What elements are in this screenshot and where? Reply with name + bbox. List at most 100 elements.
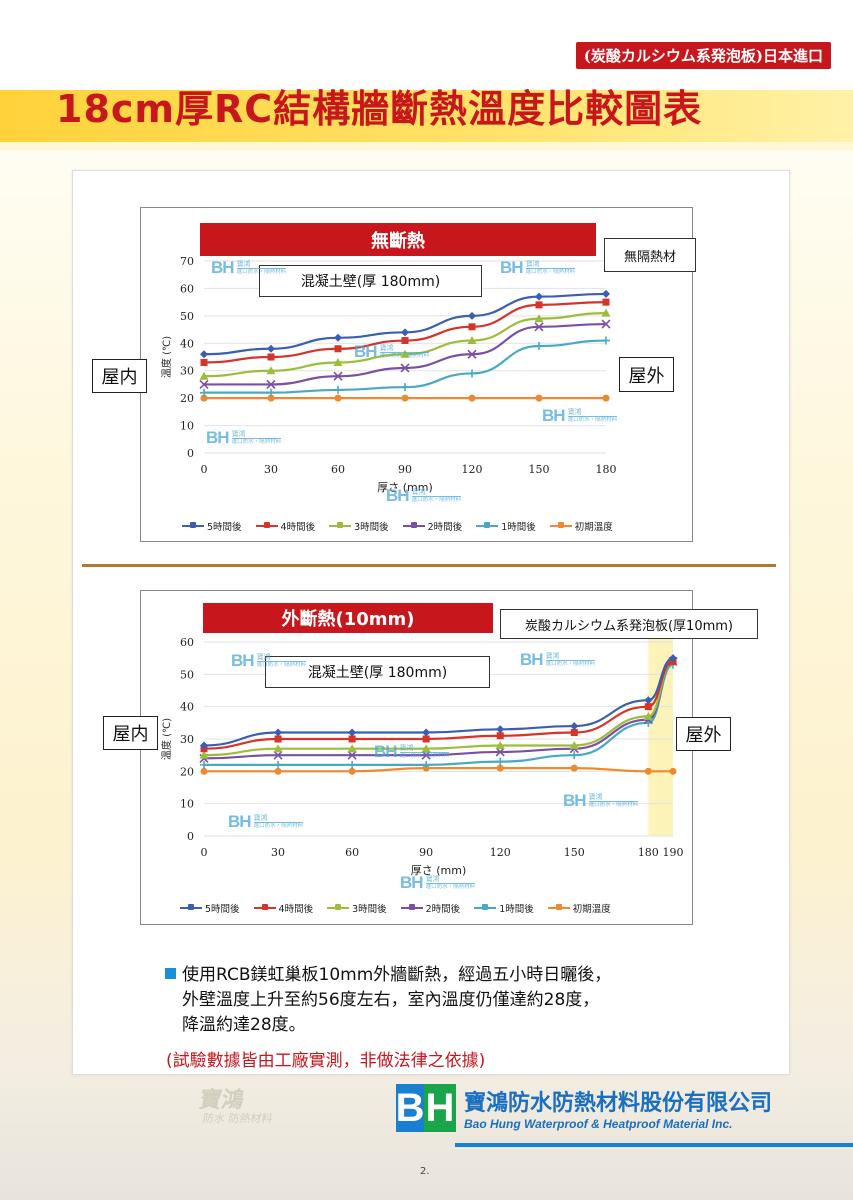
legend-label: 初期溫度 [574,522,613,533]
data-point [535,342,543,351]
watermark: BH 寶鴻 進口防水・隔熱材料 [520,650,596,669]
chart2-indoor-label: 屋内 [103,716,158,750]
data-point [602,394,610,402]
chart2-legend: 5時間後 4時間後 3時間後 2時間後 1時間後 初期溫度 [180,901,611,915]
result-note: 使用RCB鎂虹巢板10mm外牆斷熱，經過五小時日曬後， 外壁溫度上升至約56度左… [165,963,611,1038]
legend-item: 5時間後 [182,519,242,533]
legend-label: 3時間後 [354,522,389,533]
data-point [601,308,611,317]
legend-item: 4時間後 [253,901,314,915]
building-sign-sub: 防水 防熱材料 [201,1112,274,1125]
x-tick-label: 30 [264,463,278,476]
data-point [400,363,410,373]
data-point [200,741,208,750]
company-logo-icon: B H [395,1084,456,1132]
data-point [669,654,677,663]
data-point [496,732,504,740]
legend-item: 2時間後 [400,901,460,915]
chart1-wall-label: 混凝土壁(厚 180mm) [259,265,482,297]
data-point [602,336,610,345]
legend-swatch [476,522,499,528]
chart1-material-label: 無隔熱材 [604,238,696,272]
watermark: BH 寶鴻 進口防水・隔熱材料 [542,406,618,425]
disclaimer: (試驗數據皆由工廠實測，非做法律之依據) [166,1051,486,1071]
data-point [347,750,357,760]
legend-item: 2時間後 [402,519,462,533]
watermark: BH 寶鴻 進口防水・隔熱材料 [206,428,282,447]
data-point [468,369,476,378]
data-point [334,333,342,342]
legend-item: 1時間後 [476,519,536,533]
data-point [401,328,409,337]
legend-label: 初期溫度 [572,904,611,915]
data-point [334,394,342,402]
data-point [535,394,543,402]
legend-swatch [329,522,352,528]
data-point [570,729,578,737]
watermark: BH 寶鴻 進口防水・隔熱材料 [374,742,450,761]
y-tick-label: 0 [187,447,194,460]
legend-swatch [253,904,276,910]
data-point [496,764,504,772]
legend-swatch [182,522,204,528]
data-point [422,735,430,743]
x-axis-label: 厚さ (mm) [377,481,433,494]
data-point [266,379,276,389]
data-point [274,735,282,743]
y-tick-label: 50 [180,668,194,681]
data-point [467,336,477,345]
company-block: B H 寶鴻防水防熱材料股份有限公司 Bao Hung Waterproof &… [396,1084,772,1132]
data-point [468,311,476,320]
watermark: BH 寶鴻 進口防水・隔熱材料 [231,651,307,670]
legend-item: 5時間後 [180,901,240,915]
x-tick-label: 0 [201,846,208,859]
watermark: BH 寶鴻 進口防水・隔熱材料 [500,258,576,277]
legend-label: 5時間後 [205,904,240,915]
data-point [334,385,342,394]
legend-label: 5時間後 [207,522,242,533]
x-axis-label: 厚さ (mm) [411,864,467,877]
y-tick-label: 0 [187,830,194,843]
data-point [569,740,579,749]
chart-no-insulation-plot: 0 10 20 30 40 50 60 70 0 30 60 90 120 150 180 溫度 (℃) 厚さ … [160,255,617,494]
note-line-3: 降溫約達28度。 [182,1015,306,1035]
y-tick-label: 60 [180,636,194,649]
legend-label: 3時間後 [352,904,387,915]
data-point [334,345,342,353]
legend-item: 4時間後 [255,519,315,533]
data-point [274,767,282,775]
watermark: BH 寶鴻 進口防水・隔熱材料 [400,873,476,892]
legend-item: 3時間後 [329,519,389,533]
legend-item: 初期溫度 [549,519,613,533]
chart-no-insulation: 0 10 20 30 40 50 60 70 0 30 60 90 120 150 180 溫度 (℃) 厚さ … [140,207,693,542]
legend-label: 4時間後 [278,904,314,915]
data-point [199,371,209,380]
y-tick-label: 10 [180,798,194,811]
watermark: BH 寶鴻 進口防水・隔熱材料 [386,486,462,505]
series-line [204,767,673,773]
y-tick-label: 20 [180,392,194,405]
series-line [203,660,674,757]
y-tick-label: 60 [180,282,194,295]
data-point [200,358,208,366]
data-point [601,319,611,329]
x-tick-label: 60 [345,846,359,859]
legend-swatch [400,904,423,910]
data-point [495,747,505,757]
data-point [570,722,579,731]
x-tick-label: 150 [529,463,550,476]
data-point [200,388,208,397]
legend-swatch [255,522,278,528]
legend-swatch [474,904,497,910]
data-point [422,728,431,737]
page-number: 2. [420,1166,430,1177]
data-point [644,703,652,711]
data-point [200,767,208,775]
data-point [348,735,356,743]
x-tick-label: 30 [271,846,285,859]
data-point [267,394,275,402]
company-name-en: Bao Hung Waterproof & Heatproof Material… [464,1117,733,1131]
data-point [534,314,544,323]
x-tick-label: 120 [490,846,511,859]
title-stripe [0,90,853,142]
